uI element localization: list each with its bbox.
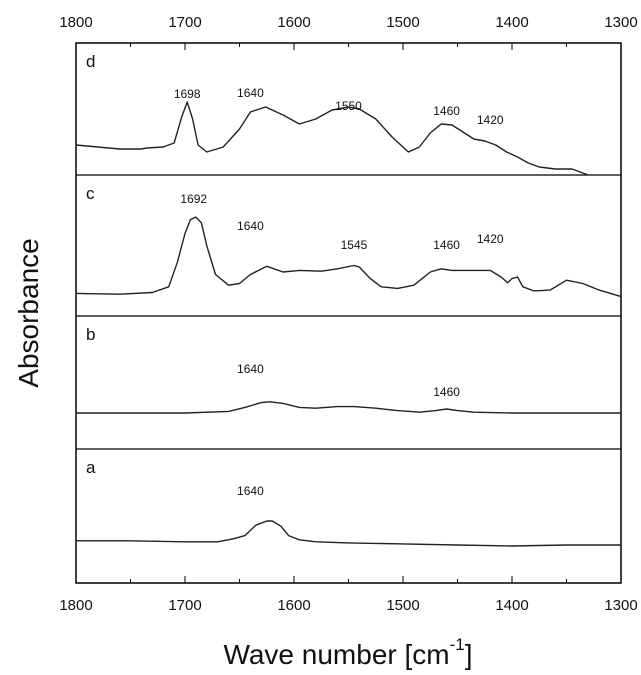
- x-axis-title-main: Wave number [cm: [223, 639, 449, 670]
- peak-label-b-1640: 1640: [237, 362, 264, 376]
- peak-label-d-1698: 1698: [174, 87, 201, 101]
- x-tick-label-top: 1800: [59, 14, 92, 31]
- peak-label-c-1692: 1692: [180, 192, 207, 206]
- peak-label-c-1545: 1545: [341, 238, 368, 252]
- peak-label-c-1420: 1420: [477, 232, 504, 246]
- panel-labels: d c b a: [86, 52, 96, 477]
- x-tick-label-top: 1600: [277, 14, 310, 31]
- top-tick-labels: 1800 1700 1600 1500 1400 1300: [59, 14, 637, 31]
- spectrum-line-d: [75, 101, 589, 176]
- peak-label-d-1460: 1460: [433, 104, 460, 118]
- x-tick-label-bottom: 1700: [168, 597, 201, 614]
- peak-label-d-1420: 1420: [477, 113, 504, 127]
- x-tick-label-top: 1300: [604, 14, 637, 31]
- panel-label-b: b: [86, 325, 95, 344]
- panel-label-c: c: [86, 184, 95, 203]
- y-axis-title: Absorbance: [13, 238, 44, 387]
- x-axis-title-sup: -1: [450, 635, 465, 654]
- axis-ticks: [75, 43, 622, 583]
- x-tick-label-bottom: 1300: [604, 597, 637, 614]
- x-tick-label-top: 1700: [168, 14, 201, 31]
- plot-frame: [75, 42, 622, 584]
- x-tick-label-bottom: 1800: [59, 597, 92, 614]
- x-tick-label-bottom: 1400: [495, 597, 528, 614]
- peak-label-d-1550: 1550: [335, 99, 362, 113]
- x-tick-label-top: 1400: [495, 14, 528, 31]
- peak-label-c-1460: 1460: [433, 238, 460, 252]
- x-axis-title-close: ]: [465, 639, 473, 670]
- peak-label-d-1640: 1640: [237, 86, 264, 100]
- x-tick-label-bottom: 1600: [277, 597, 310, 614]
- spectrum-line-a: [76, 520, 621, 547]
- peak-label-b-1460: 1460: [433, 385, 460, 399]
- x-tick-label-bottom: 1500: [386, 597, 419, 614]
- bottom-tick-labels: 1800 1700 1600 1500 1400 1300: [59, 597, 637, 614]
- panel-dividers: [76, 174, 621, 450]
- spectrum-line-c: [75, 216, 622, 298]
- x-axis-title: Wave number [cm-1]: [223, 635, 472, 670]
- spectrum-line-b: [76, 401, 621, 414]
- panel-label-a: a: [86, 458, 96, 477]
- panel-label-d: d: [86, 52, 95, 71]
- peak-labels: 1698 1640 1550 1460 1420 1692 1640 1545 1460 1420…: [174, 86, 504, 498]
- peak-label-c-1640: 1640: [237, 219, 264, 233]
- x-tick-label-top: 1500: [386, 14, 419, 31]
- spectra-lines: [75, 101, 622, 547]
- peak-label-a-1640: 1640: [237, 484, 264, 498]
